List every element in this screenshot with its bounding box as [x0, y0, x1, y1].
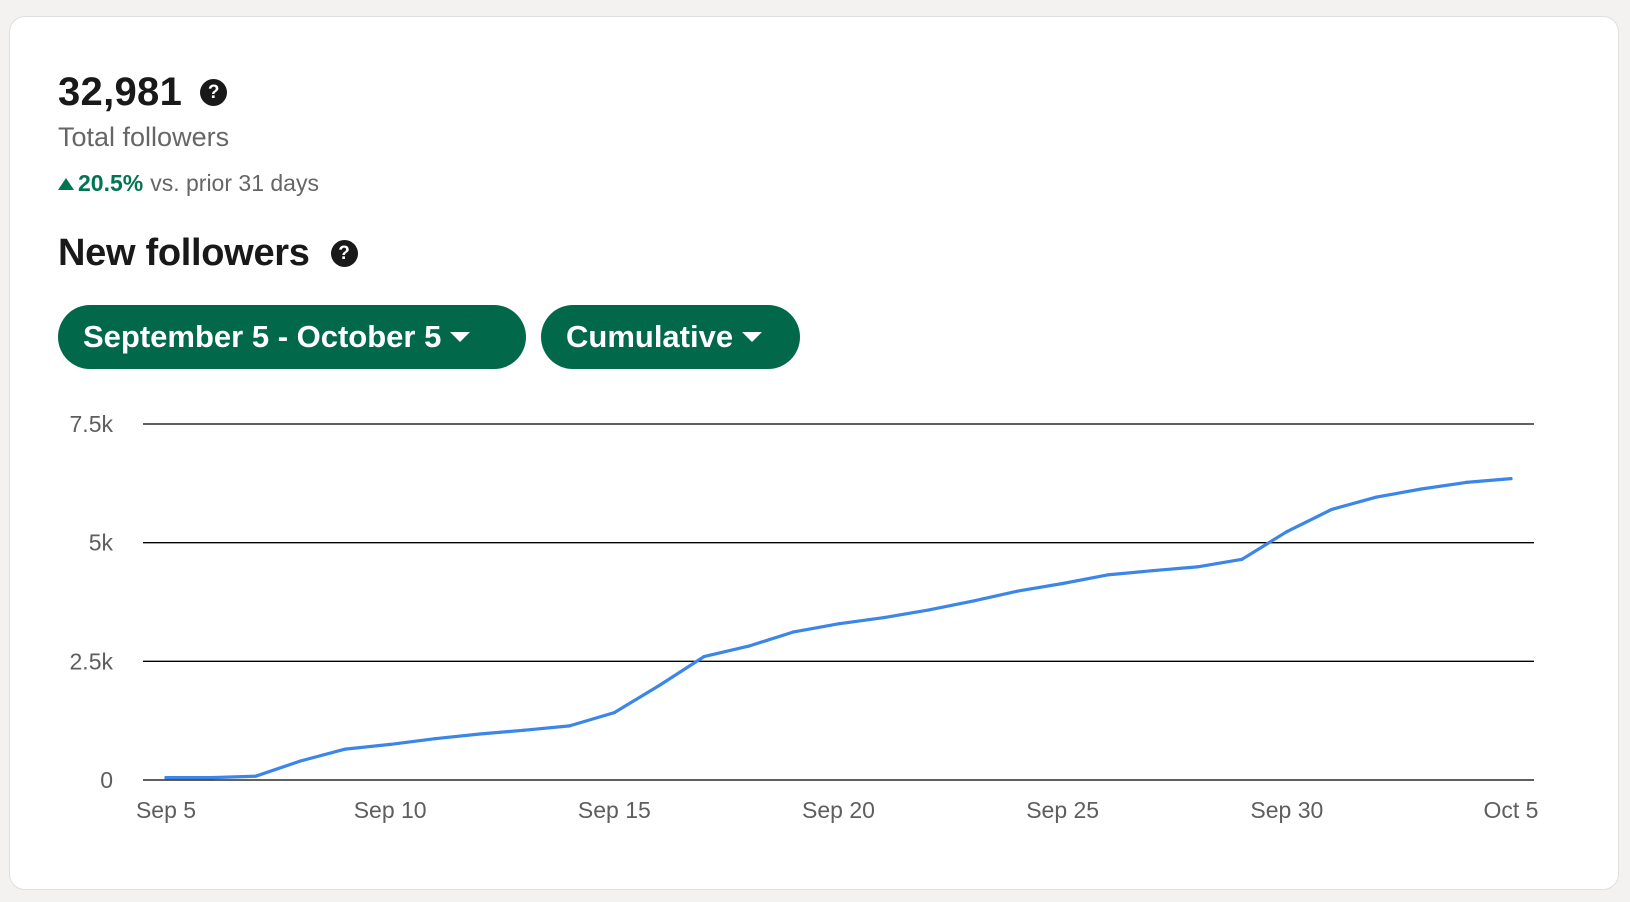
- data-point: [926, 608, 930, 612]
- data-point: [1285, 530, 1289, 534]
- data-point: [1509, 476, 1513, 481]
- data-point: [164, 776, 168, 780]
- mode-label: Cumulative: [566, 319, 734, 354]
- y-tick-label: 5k: [89, 530, 114, 556]
- section-title: New followers: [58, 232, 310, 274]
- data-point: [1464, 480, 1468, 484]
- data-point: [1374, 495, 1379, 499]
- x-axis-labels: Sep 5 Sep 10 Sep 15 Sep 20 Sep 25 Sep 30 Oct 5: [136, 797, 1539, 823]
- total-followers-value: 32,981: [58, 70, 183, 114]
- data-point: [1195, 565, 1199, 569]
- caret-down-icon: [742, 332, 763, 342]
- y-tick-label: 7.5k: [70, 411, 114, 437]
- x-tick-label: Sep 30: [1250, 797, 1323, 823]
- trend-up-icon: [58, 177, 74, 190]
- data-point: [657, 683, 661, 688]
- date-range-dropdown[interactable]: September 5 - October 5: [58, 305, 526, 369]
- data-point: [1105, 573, 1110, 577]
- total-followers-label: Total followers: [58, 122, 230, 152]
- data-point: [1150, 569, 1154, 573]
- data-point: [1330, 507, 1334, 512]
- x-tick-label: Oct 5: [1484, 797, 1539, 823]
- question-circle-icon[interactable]: ?: [330, 240, 358, 267]
- data-point: [567, 724, 572, 728]
- gridlines: [143, 423, 1534, 781]
- data-point: [254, 774, 258, 778]
- x-tick-label: Sep 25: [1026, 797, 1099, 823]
- data-point: [209, 776, 213, 780]
- data-point: [1240, 557, 1244, 561]
- series-group: [164, 476, 1513, 780]
- data-point: [881, 616, 885, 620]
- followers-card: [9, 16, 1619, 890]
- x-tick-label: Sep 10: [354, 797, 427, 823]
- data-point: [433, 737, 437, 741]
- data-point: [523, 728, 527, 732]
- data-point: [971, 599, 975, 603]
- change-percent: 20.5%: [78, 170, 144, 196]
- new-followers-header: New followers ?: [58, 232, 358, 275]
- y-tick-label: 0: [100, 767, 113, 793]
- follower-change: 20.5% vs. prior 31 days: [58, 170, 319, 197]
- data-point: [1016, 589, 1020, 593]
- data-point: [836, 622, 841, 626]
- x-tick-label: Sep 20: [802, 797, 875, 823]
- date-range-label: September 5 - October 5: [83, 319, 442, 354]
- data-point: [792, 630, 796, 634]
- y-axis-labels: 0 2.5k 5k 7.5k: [70, 411, 114, 793]
- data-point: [747, 644, 751, 648]
- x-tick-label: Sep 15: [578, 797, 651, 823]
- question-circle-icon[interactable]: ?: [200, 78, 228, 106]
- caret-down-icon: [450, 332, 471, 342]
- data-point: [702, 654, 706, 659]
- change-comparison-text: vs. prior 31 days: [150, 170, 319, 196]
- data-point: [388, 742, 392, 747]
- y-tick-label: 2.5k: [70, 648, 114, 674]
- total-followers-row: 32,981 ?: [58, 68, 228, 116]
- data-point: [478, 732, 482, 736]
- data-point: [612, 710, 616, 715]
- data-point: [1061, 581, 1065, 586]
- cumulative-dropdown[interactable]: Cumulative: [541, 305, 800, 369]
- data-point: [298, 759, 303, 763]
- data-point: [1419, 487, 1423, 491]
- series-line: [164, 477, 1513, 780]
- data-point: [343, 747, 347, 751]
- x-tick-label: Sep 5: [136, 797, 196, 823]
